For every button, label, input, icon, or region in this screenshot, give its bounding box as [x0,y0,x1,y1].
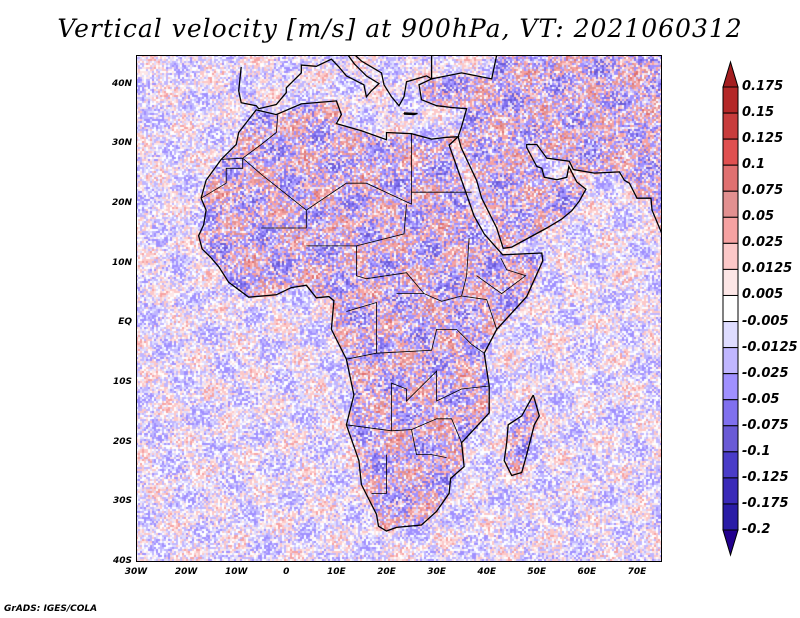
colorbar-box [722,164,739,192]
lat-tick-label: 10N [111,257,132,268]
colorbar-label: 0.05 [742,209,775,225]
lon-tick-label: 70E [627,567,647,577]
colorbar-label: -0.125 [742,469,789,485]
colorbar-min-triangle [722,529,739,557]
country-border [346,424,447,458]
colorbar-box [722,268,739,296]
colorbar-box [722,477,739,505]
colorbar-label: 0.0125 [742,261,793,277]
colorbar-box [722,321,739,349]
colorbar-label: -0.025 [742,365,789,381]
colorbar-label: 0.075 [742,183,784,199]
country-border [371,454,387,494]
country-border [242,114,279,159]
coastline-madagascar [503,394,540,477]
colorbar-box [722,242,739,270]
map-frame [136,55,662,562]
lon-tick-label: 60E [577,567,597,577]
country-border [346,301,377,360]
grads-credit: GrADS: IGES/COLA [4,604,98,614]
colorbar-box [722,294,739,323]
colorbar-label: -0.0125 [742,339,798,355]
lon-tick-label: 20E [377,567,396,577]
country-border [391,370,490,431]
lon-tick-label: 30E [427,567,446,577]
country-border [242,133,412,211]
colorbar-box [722,112,739,140]
colorbar-box [722,347,739,375]
lon-tick-label: 50E [527,567,547,577]
colorbar-label: 0.025 [742,235,784,251]
colorbar-box [722,503,739,531]
lat-tick-label: 40S [112,556,132,566]
country-border [200,157,244,199]
lon-tick-label: 0 [283,567,290,577]
colorbar-label: -0.175 [742,495,789,511]
lon-tick-label: 10E [327,567,346,577]
coastlines [197,55,662,532]
lat-tick-label: 20N [111,198,132,209]
colorbar-label: -0.2 [742,522,771,538]
colorbar-box [722,190,739,218]
country-border [356,204,407,247]
colorbar-box [722,399,739,427]
colorbar-label: 0.125 [742,131,784,147]
lat-tick-label: EQ [118,317,132,328]
country-border [376,329,485,354]
country-border [476,257,527,295]
vertical-velocity-field [136,55,662,562]
colorbar-box [722,373,739,401]
country-border [411,418,462,443]
lon-tick-label: 30W [124,567,148,577]
colorbar-label: -0.05 [742,391,780,407]
colorbar-box [722,86,739,114]
country-border [261,210,307,229]
colorbar-box [722,138,739,166]
lon-tick-label: 20W [174,567,198,577]
colorbar-label: 0.175 [742,79,784,94]
colorbar-box [722,451,739,479]
lon-tick-label: 10W [224,567,248,577]
colorbar-label: 0.15 [742,105,775,121]
lat-tick-label: 20S [112,436,132,447]
coastline-crete [403,112,418,116]
lat-tick-label: 30S [112,496,132,507]
colorbar-label: -0.075 [742,417,789,433]
colorbar [722,60,739,557]
country-border [461,238,470,297]
coastline-arabia [418,55,662,250]
colorbar-max-triangle [722,60,739,88]
colorbar-label: 0.005 [742,287,784,303]
lat-tick-label: 40N [111,78,132,89]
lon-tick-label: 40E [477,567,496,577]
colorbar-label: 0.1 [742,157,766,173]
coastline-balkans [354,55,433,107]
colorbar-label: -0.005 [742,313,789,329]
lat-tick-label: 10S [112,377,132,388]
map-area [136,55,662,562]
country-border [306,245,498,330]
lat-tick-label: 30N [111,138,132,149]
plot-title: Vertical velocity [m/s] at 900hPa, VT: 2… [57,14,743,43]
coastline-europe [238,55,381,110]
colorbar-label: -0.1 [742,443,771,459]
colorbar-box [722,216,739,244]
colorbar-box [722,425,739,453]
